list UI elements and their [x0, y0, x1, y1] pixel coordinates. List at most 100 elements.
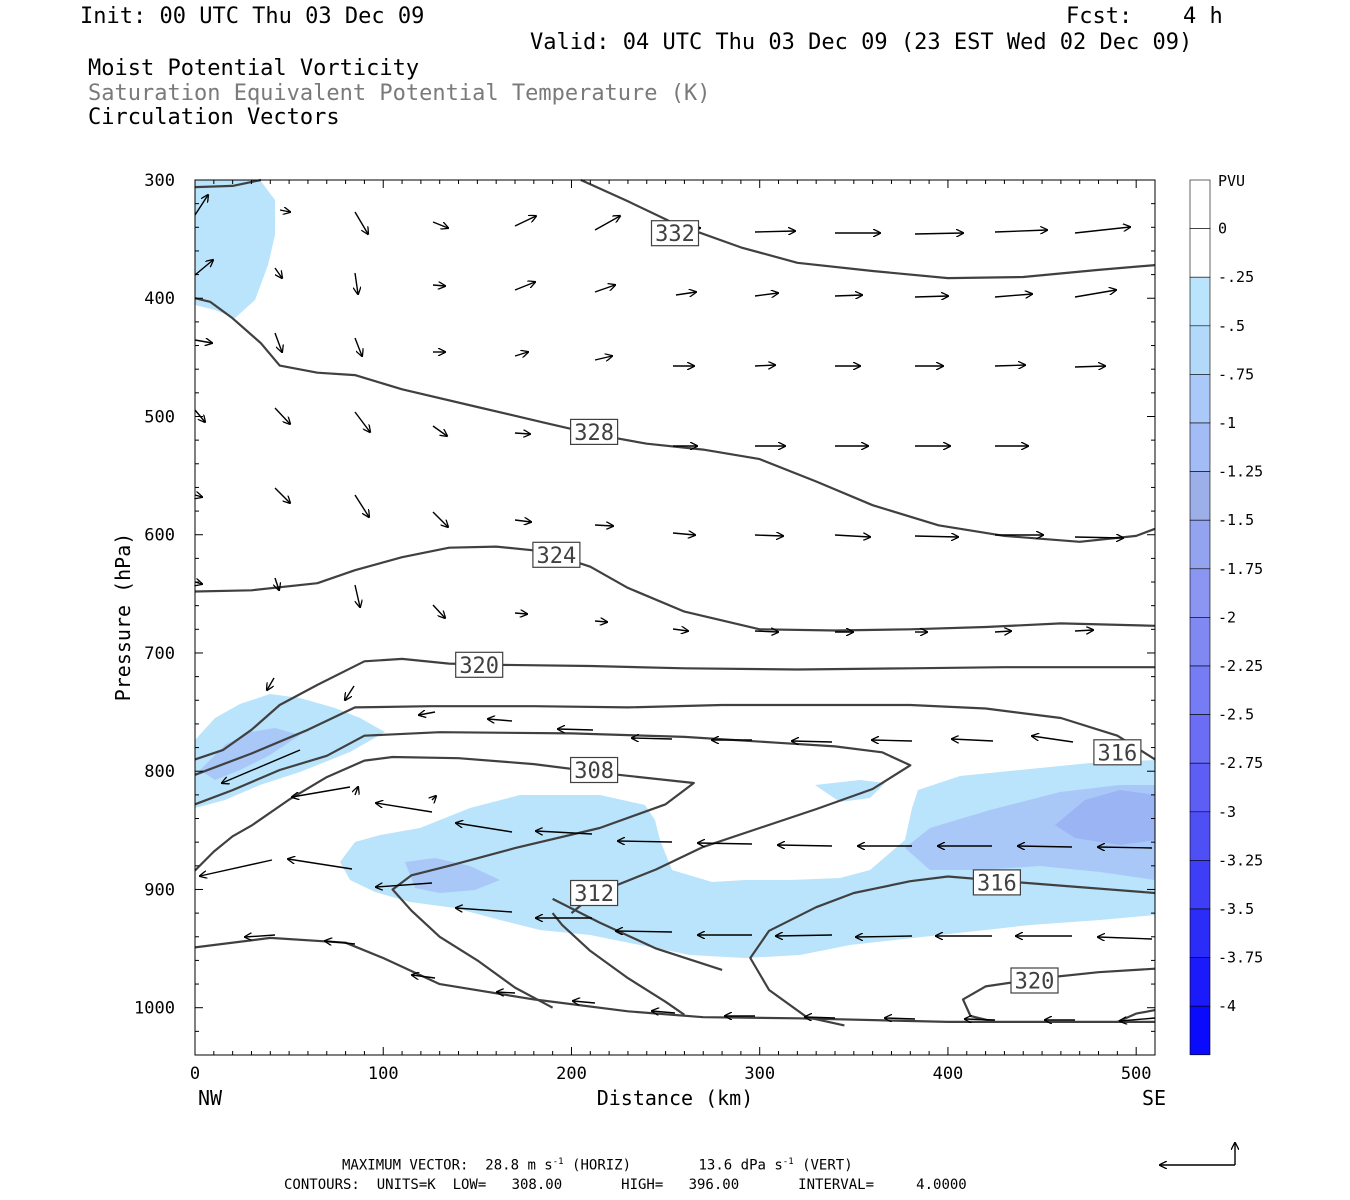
y-tick-label: 800: [144, 762, 175, 782]
colorbar-segment: [1189, 957, 1211, 1007]
colorbar-segment: [1189, 1005, 1211, 1056]
circulation-vector: [872, 740, 913, 741]
mpv-shade-left-mid: [195, 694, 385, 808]
circulation-vector: [514, 520, 531, 522]
contour-label-box: [569, 418, 619, 445]
circulation-vector: [288, 859, 353, 870]
contour-324-3: [194, 545, 1156, 632]
pvu-colorbar: PVU 0 -.25 -.5 -.75 -1 -1.25 -1.5 -1.75 -2 -2.25 -2…: [1189, 172, 1263, 1056]
circulation-vector: [432, 221, 448, 228]
circulation-vector: [675, 292, 696, 295]
x-endpoint-right: SE: [1142, 1086, 1166, 1110]
circulation-vector: [834, 295, 862, 296]
valid-time: Valid: 04 UTC Thu 03 Dec 09 (23 EST Wed …: [530, 30, 1193, 55]
circulation-vector: [274, 407, 290, 424]
circulation-vector: [1098, 847, 1153, 848]
max-horiz-value: 28.8: [485, 1157, 520, 1174]
circulation-vector: [432, 511, 448, 527]
max-horiz-unit: m s: [527, 1157, 553, 1174]
y-tick-label: 300: [144, 171, 175, 191]
circulation-vector: [376, 882, 433, 887]
circulation-vector: [698, 843, 753, 844]
colorbar-segment: [1189, 617, 1211, 667]
circulation-vector: [776, 935, 833, 936]
colorbar-label: -2.75: [1218, 754, 1263, 772]
x-tick-label: 100: [368, 1064, 399, 1084]
y-tick-label: 1000: [134, 999, 175, 1019]
circulation-vector: [432, 425, 447, 436]
circulation-vector: [994, 294, 1032, 297]
colorbar-label: -2.5: [1218, 706, 1254, 724]
y-tick-labels: 300 400 500 600 700 800 900 1000: [134, 171, 175, 1019]
circulation-vector: [754, 293, 778, 296]
contour-label-box: [1010, 967, 1059, 994]
circulation-vector: [594, 285, 615, 293]
colorbar-segment: [1189, 860, 1211, 910]
circulation-vector: [354, 411, 370, 432]
circulation-vector: [274, 487, 290, 503]
y-tick-label: 500: [144, 407, 175, 427]
circulation-vector: [805, 1017, 836, 1018]
x-tick-label: 0: [190, 1064, 200, 1084]
circulation-vector: [616, 931, 673, 932]
circulation-vector: [754, 631, 778, 632]
mpv-shade-patch-right: [815, 780, 885, 802]
circulation-vector: [345, 685, 355, 700]
colorbar-label: 0: [1218, 220, 1227, 238]
circulation-vector: [279, 210, 290, 212]
x-endpoint-left: NW: [198, 1086, 223, 1110]
circulation-vector: [432, 796, 436, 800]
circulation-vector: [514, 352, 528, 356]
forecast-label: Fcst:: [1066, 4, 1133, 29]
reference-vector-icon: [1160, 1143, 1235, 1165]
circulation-vector: [594, 525, 613, 526]
circulation-vector: [432, 285, 445, 286]
y-tick-label: 900: [144, 880, 175, 900]
circulation-vector: [514, 216, 536, 227]
colorbar-segment: [1189, 325, 1211, 375]
colorbar-label: -1.75: [1218, 560, 1263, 578]
contour-332-1: [580, 178, 1156, 280]
circulation-vector: [965, 1019, 996, 1020]
colorbar-segment: [1189, 374, 1211, 424]
mpv-shade-center: [340, 760, 1155, 958]
circulation-vector: [914, 296, 948, 297]
max-vert-tag: (VERT): [802, 1157, 853, 1174]
field-title-theta-es: Saturation Equivalent Potential Temperat…: [88, 81, 711, 106]
circulation-vector: [514, 433, 530, 434]
y-tick-label: 700: [144, 644, 175, 664]
mpv-shade-top-left: [195, 180, 275, 318]
colorbar-segment: [1189, 811, 1211, 861]
circulation-vector: [994, 365, 1025, 366]
circulation-vector: [267, 677, 275, 690]
contour-label-box: [569, 756, 619, 784]
contour-info: CONTOURS: UNITS=K LOW= 308.00 HIGH= 396.…: [284, 1177, 967, 1193]
colorbar-label: -2: [1218, 608, 1236, 626]
colorbar-label: -1.25: [1218, 463, 1263, 481]
colorbar-segment: [1189, 422, 1211, 472]
circulation-vector: [885, 1018, 916, 1019]
contour-label-box: [972, 869, 1022, 896]
circulation-vector: [354, 337, 362, 356]
circulation-vector: [432, 604, 445, 618]
circulation-vector: [856, 936, 913, 937]
colorbar-label: -1.5: [1218, 511, 1254, 529]
y-axis-label: Pressure (hPa): [111, 533, 135, 702]
circulation-vector: [194, 195, 208, 216]
colorbar-segment: [1189, 519, 1211, 570]
circulation-vector: [355, 787, 358, 796]
contour-312-8: [551, 912, 686, 1016]
circulation-vector: [1074, 227, 1130, 234]
contour-label-box: [569, 879, 619, 907]
circulation-vector: [456, 908, 513, 913]
mpv-shading: [195, 180, 1155, 958]
x-tick-label: 500: [1121, 1064, 1152, 1084]
circulation-vector: [914, 536, 958, 537]
circulation-vector: [412, 975, 436, 978]
colorbar-segment: [1189, 228, 1211, 278]
contour-label: 332: [655, 222, 695, 247]
circulation-vector: [376, 803, 433, 813]
circulation-vector: [245, 935, 276, 937]
circulation-vector: [1074, 630, 1093, 631]
